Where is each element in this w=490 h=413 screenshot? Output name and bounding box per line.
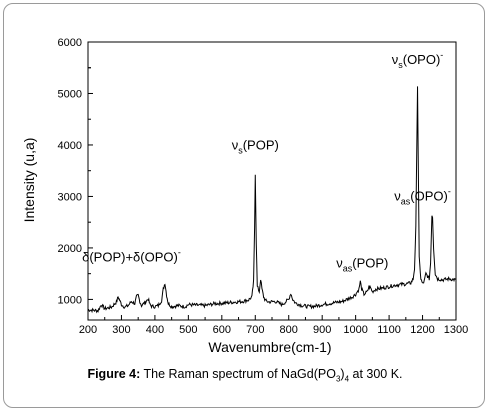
caption-sub2: 4 [344, 374, 350, 384]
y-axis-title: Intensity (u,a) [21, 138, 37, 223]
series-lines [87, 86, 457, 314]
y-tick-label: 5000 [58, 88, 82, 100]
x-tick-label: 600 [213, 324, 231, 336]
caption-text-after: at 300 K. [349, 367, 403, 381]
y-tick-label: 4000 [58, 140, 82, 152]
caption-text-before: The Raman spectrum of NaGd(PO [143, 367, 336, 381]
x-tick-label: 1200 [410, 324, 434, 336]
peak-annotation: νas(OPO)- [394, 186, 451, 206]
y-tick-label: 2000 [58, 243, 82, 255]
caption-sub: 3 [335, 374, 341, 384]
plot-border [87, 41, 457, 321]
spectrum-line-0 [87, 86, 457, 314]
x-tick-label: 200 [79, 324, 97, 336]
x-tick-label: 700 [246, 324, 264, 336]
y-tick-label: 3000 [58, 191, 82, 203]
x-tick-label: 1000 [343, 324, 367, 336]
axes [87, 41, 457, 321]
figure-frame [3, 3, 485, 408]
y-tick-label: 6000 [58, 37, 82, 49]
x-tick-label: 1300 [444, 324, 468, 336]
caption-text-mid: ) [340, 367, 345, 381]
x-tick-label: 1100 [377, 324, 401, 336]
caption-label: Figure 4: [87, 367, 141, 381]
peak-annotation: νas(POP) [336, 255, 388, 273]
x-tick-label: 900 [313, 324, 331, 336]
x-tick-label: 300 [112, 324, 130, 336]
x-tick-label: 400 [146, 324, 164, 336]
peak-annotation: νs(OPO)- [392, 50, 444, 70]
peak-annotation: δ(POP)+δ(OPO)- [82, 247, 181, 264]
x-tick-label: 800 [280, 324, 298, 336]
x-tick-label: 500 [179, 324, 197, 336]
peak-annotation: νs(POP) [232, 137, 279, 155]
ticks: 200 300 400 500 600 700 800 900 1000 1100 1200 1300… [58, 37, 469, 336]
peak-annotations: νs(OPO)- νs(POP) νas(OPO)- νas(POP) δ(POP)+δ… [82, 50, 451, 274]
x-axis-title: Wavenumbre(cm-1) [208, 339, 331, 355]
y-tick-label: 1000 [58, 294, 82, 306]
figure-caption: Figure 4: The Raman spectrum of NaGd(PO3… [0, 367, 490, 384]
